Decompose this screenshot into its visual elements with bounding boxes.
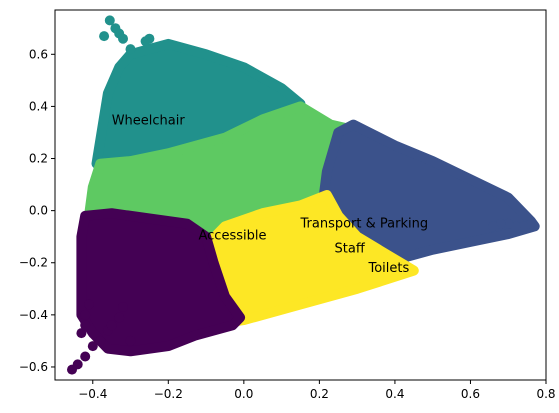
cluster-annotation: Staff — [335, 241, 366, 256]
data-point — [80, 309, 91, 320]
y-tick-label: 0.0 — [29, 204, 48, 218]
data-point — [106, 320, 117, 331]
data-point — [488, 221, 499, 232]
cluster-annotation: Transport & Parking — [300, 217, 429, 232]
data-point — [503, 218, 514, 229]
cluster-annotation: Wheelchair — [112, 114, 186, 129]
data-point — [84, 299, 94, 310]
data-point — [80, 320, 91, 331]
cluster-annotation: Toilets — [368, 261, 410, 276]
cluster-annotation: Accessible — [199, 228, 267, 243]
cluster-4 — [67, 208, 246, 375]
y-tick-label: 0.4 — [29, 99, 48, 113]
x-tick-label: 0.6 — [461, 387, 480, 401]
x-tick-label: −0.2 — [154, 387, 183, 401]
x-tick-label: 0.2 — [310, 387, 329, 401]
data-point — [495, 218, 506, 229]
x-tick-label: 0.8 — [536, 387, 555, 401]
y-tick-label: 0.2 — [29, 152, 48, 166]
x-axis: −0.4 −0.2 0.0 0.2 0.4 0.6 0.8 — [78, 380, 556, 401]
data-point — [76, 328, 87, 339]
data-point — [104, 15, 115, 26]
data-point — [118, 302, 128, 312]
y-axis: −0.6 −0.4 −0.2 0.0 0.2 0.4 0.6 — [19, 47, 55, 374]
data-point — [518, 221, 529, 232]
data-point — [125, 44, 136, 55]
data-point — [525, 218, 536, 229]
y-tick-label: −0.6 — [19, 360, 48, 374]
data-point — [510, 221, 521, 232]
cluster-layer — [67, 15, 540, 375]
data-point — [95, 335, 106, 346]
x-tick-label: 0.4 — [385, 387, 404, 401]
data-point — [140, 36, 151, 47]
data-point — [99, 31, 110, 42]
data-point — [114, 312, 125, 323]
data-point — [118, 33, 128, 44]
data-point — [80, 351, 91, 362]
data-point — [72, 359, 83, 370]
x-tick-label: 0.0 — [234, 387, 253, 401]
y-tick-label: −0.2 — [19, 256, 48, 270]
data-point — [87, 341, 98, 352]
x-tick-label: −0.4 — [78, 387, 107, 401]
annotation-layer: Wheelchair Accessible Transport & Parking S… — [112, 114, 428, 276]
y-tick-label: 0.6 — [29, 47, 48, 61]
data-point — [125, 335, 136, 346]
y-tick-label: −0.4 — [19, 308, 48, 322]
plot-frame — [54, 9, 547, 381]
